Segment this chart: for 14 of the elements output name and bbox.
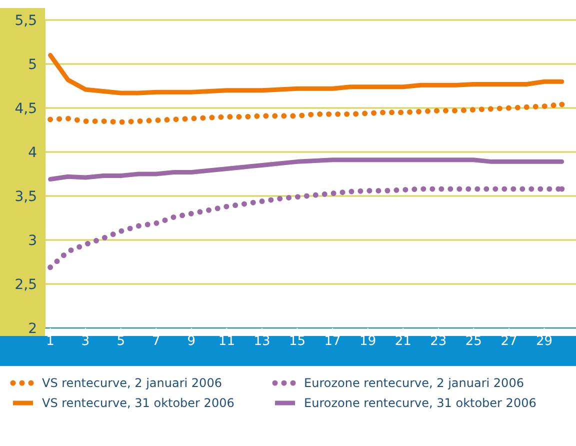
y-tick-label: 4,5 [14,100,37,117]
y-tick-label: 2 [28,320,37,337]
line-series [48,52,564,96]
y-tick-label: 3 [28,232,37,249]
legend-label: VS rentecurve, 31 oktober 2006 [42,396,234,410]
y-tick-label: 5,5 [14,12,37,29]
y-tick-label: 3,5 [14,188,37,205]
legend-label: VS rentecurve, 2 januari 2006 [42,376,222,390]
y-tick-label: 4 [28,144,38,161]
y-tick-label: 2,5 [14,276,37,293]
legend-label: Eurozone rentecurve, 31 oktober 2006 [304,396,536,410]
y-tick-label: 5 [28,56,37,73]
line-series [48,158,564,182]
legend-label: Eurozone rentecurve, 2 januari 2006 [304,376,524,390]
